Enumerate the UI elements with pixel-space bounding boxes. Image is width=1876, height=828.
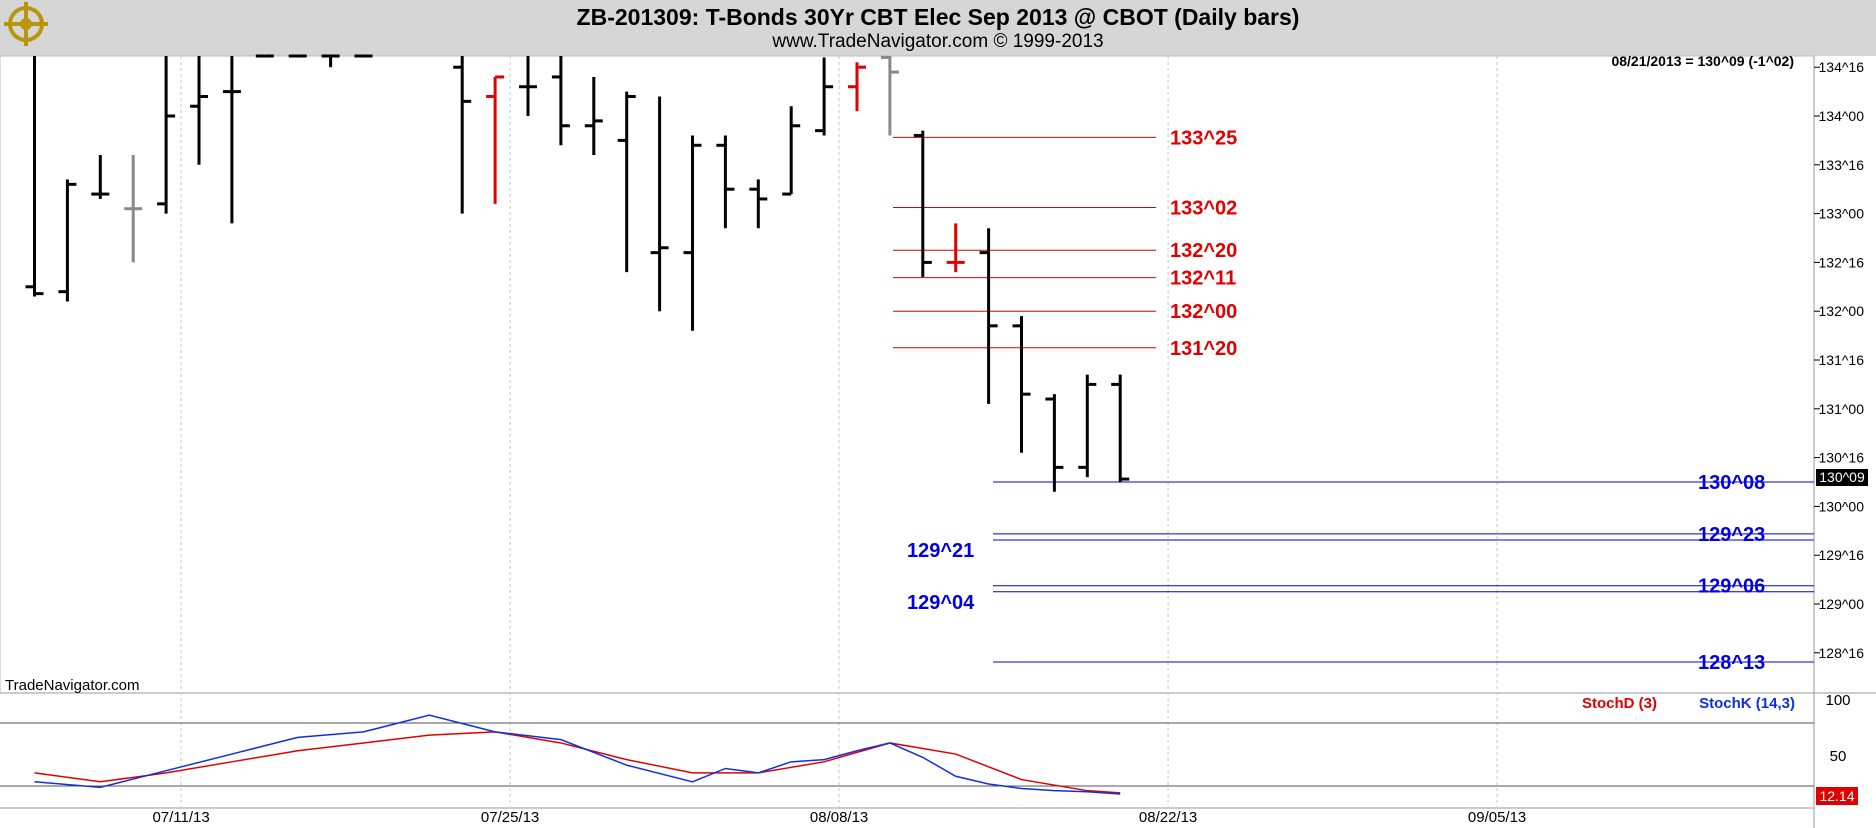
ohlc-bar: [617, 91, 636, 273]
ohlc-bar: [58, 179, 77, 302]
y-tick-label: 133^00: [1819, 206, 1865, 222]
blue-level-label: 128^13: [1698, 652, 1765, 674]
ohlc-bar: [354, 54, 373, 58]
last-bar-info: 08/21/2013 = 130^09 (-1^02): [1611, 53, 1794, 69]
ohlc-bar: [551, 56, 570, 146]
y-tick-label: 129^00: [1819, 596, 1865, 612]
stoch-value-box: [1816, 787, 1858, 805]
y-tick-label: 130^16: [1819, 450, 1865, 466]
ohlc-bar: [848, 62, 866, 112]
ohlc-bar: [782, 106, 801, 196]
y-tick-label: 131^00: [1819, 401, 1865, 417]
ohlc-bar: [946, 223, 965, 273]
ohlc-bar: [486, 75, 505, 204]
chart-title: ZB-201309: T-Bonds 30Yr CBT Elec Sep 201…: [576, 4, 1300, 30]
blue-level-label: 129^21: [907, 540, 974, 562]
y-tick-label: 131^16: [1819, 352, 1865, 368]
red-level-label: 132^20: [1170, 240, 1237, 262]
blue-level-label: 129^23: [1698, 524, 1765, 546]
price-axis: 128^16 129^00 129^16 130^00 130^16 131^00 131^…: [1814, 59, 1864, 661]
ohlc-bar: [1045, 394, 1064, 492]
y-tick-label: 128^16: [1819, 645, 1865, 661]
red-level-label: 133^02: [1170, 198, 1237, 220]
ohlc-bar: [157, 56, 176, 214]
ohlc-bar: [288, 54, 307, 58]
ohlc-bar: [584, 76, 603, 156]
ohlc-bars: [25, 54, 1130, 492]
stochk-legend: StochK (14,3): [1699, 695, 1795, 712]
y-tick-label: 132^16: [1819, 254, 1865, 270]
ohlc-bar: [25, 56, 44, 297]
x-tick-label: 07/11/13: [152, 809, 209, 826]
ohlc-bar: [716, 135, 735, 229]
y-tick-label: 130^00: [1819, 498, 1865, 514]
chart-subtitle: www.TradeNavigator.com © 1999-2013: [772, 31, 1104, 52]
grid: [180, 56, 1498, 808]
blue-level-label: 130^08: [1698, 472, 1765, 494]
ohlc-bar: [749, 179, 768, 229]
ohlc-bar: [683, 135, 702, 331]
red-level-label: 131^20: [1170, 338, 1237, 360]
trade-navigator-logo-icon: [4, 2, 48, 46]
stoch-tick-label: 50: [1830, 748, 1847, 765]
stoch-line-stochd: [34, 731, 1121, 794]
ohlc-bar: [913, 130, 932, 278]
price-levels: 133^25 133^02 132^20 132^11 132^00 131^20 130^…: [893, 127, 1814, 674]
x-tick-label: 08/22/13: [1139, 809, 1197, 826]
ohlc-bar: [124, 155, 143, 263]
y-tick-label: 134^00: [1819, 108, 1865, 124]
y-tick-label: 134^16: [1819, 59, 1865, 75]
watermark: TradeNavigator.com: [5, 677, 140, 694]
ohlc-bar: [222, 56, 241, 224]
stoch-line-stochk: [34, 714, 1121, 795]
x-tick-label: 09/05/13: [1468, 809, 1526, 826]
ohlc-bar: [815, 57, 834, 136]
x-tick-label: 08/08/13: [810, 809, 868, 826]
stoch-value: 12.14: [1819, 788, 1854, 804]
ohlc-bar: [1078, 374, 1097, 478]
ohlc-bar: [1012, 316, 1031, 453]
price-tag: 130^09: [1819, 469, 1865, 485]
stoch-tick-label: 100: [1825, 692, 1850, 709]
ohlc-bar: [321, 54, 340, 68]
red-level-label: 132^11: [1170, 268, 1236, 290]
ohlc-bar: [880, 55, 899, 136]
stochastics-panel: 100 50: [0, 692, 1851, 795]
price-tag-box: [1816, 469, 1868, 486]
blue-level-label: 129^04: [907, 592, 975, 614]
ohlc-bar: [979, 228, 998, 404]
ohlc-bar: [255, 54, 274, 58]
x-tick-label: 07/25/13: [481, 809, 539, 826]
ohlc-bar: [1111, 374, 1130, 482]
chart-header: ZB-201309: T-Bonds 30Yr CBT Elec Sep 201…: [0, 0, 1876, 56]
ohlc-bar: [519, 56, 537, 116]
ohlc-bar: [453, 56, 472, 214]
blue-level-label: 129^06: [1698, 576, 1765, 598]
date-axis: 07/11/13 07/25/13 08/08/13 08/22/13 09/05/13: [152, 809, 1526, 826]
y-tick-label: 132^00: [1819, 303, 1865, 319]
y-tick-label: 129^16: [1819, 547, 1865, 563]
red-level-label: 133^25: [1170, 127, 1237, 149]
ohlc-bar: [91, 155, 110, 199]
red-level-label: 132^00: [1170, 301, 1237, 323]
ohlc-bar: [650, 96, 669, 312]
ohlc-bar: [190, 56, 208, 165]
stochd-legend: StochD (3): [1582, 695, 1657, 712]
y-tick-label: 133^16: [1819, 157, 1865, 173]
